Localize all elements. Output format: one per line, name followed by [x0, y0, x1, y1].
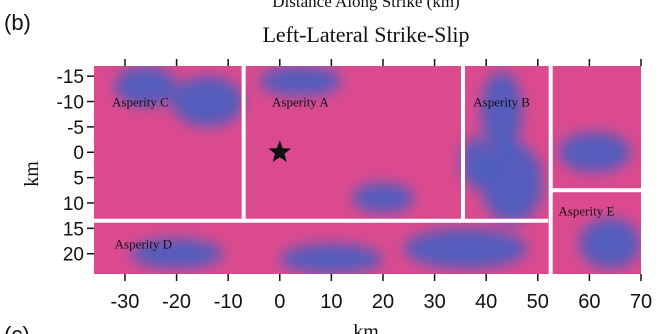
low-slip-patches [114, 66, 641, 274]
y-tick-label: -5 [67, 118, 84, 139]
low-slip-patch [481, 71, 523, 153]
low-slip-patch [403, 228, 528, 269]
x-tick-label: 10 [320, 291, 342, 313]
y-axis-label: km [21, 161, 43, 187]
x-axis-ticks: -30 -20 -10 0 10 20 30 40 50 60 70 [111, 59, 652, 313]
asperity-label: Asperity B [473, 95, 530, 110]
asperity-label: Asperity E [558, 204, 614, 219]
x-tick-label: 70 [630, 291, 652, 313]
x-tick-label: 50 [527, 291, 549, 313]
y-tick-label: 10 [63, 194, 84, 215]
y-tick-label: 5 [73, 169, 84, 190]
low-slip-patch [114, 66, 177, 107]
y-tick-label: 15 [63, 219, 84, 240]
panel-label: (b) [4, 10, 31, 35]
x-tick-label: 0 [274, 291, 285, 313]
x-tick-label: -10 [214, 291, 243, 313]
x-tick-label: 60 [578, 291, 600, 313]
y-tick-label: -15 [57, 67, 84, 88]
next-panel-label-partial: (c) [4, 322, 30, 334]
chart-title: Left-Lateral Strike-Slip [262, 22, 469, 47]
y-tick-label: -10 [57, 93, 84, 114]
low-slip-patch [460, 137, 492, 188]
x-tick-label: 30 [423, 291, 445, 313]
low-slip-patch [130, 238, 224, 269]
low-slip-patch [579, 218, 641, 269]
epicenter-star-icon [268, 140, 292, 162]
asperity-label: Asperity C [112, 95, 169, 110]
asperity-label: Asperity D [115, 237, 172, 252]
low-slip-patch [259, 66, 342, 97]
low-slip-patch [481, 142, 543, 224]
y-tick-label: 20 [63, 245, 84, 266]
low-slip-patch [279, 243, 383, 274]
x-tick-label: 40 [475, 291, 497, 313]
hypocenter-marker [268, 140, 292, 162]
header-partial: Distance Along Strike (km) [272, 0, 459, 11]
asperity-labels: Asperity C Asperity A Asperity B Asperity E… [112, 95, 614, 252]
x-axis-label: km [353, 321, 379, 334]
low-slip-patch [352, 182, 414, 214]
low-slip-patch [171, 76, 244, 127]
x-tick-label: 20 [372, 291, 394, 313]
asperity-dividers [94, 66, 641, 274]
x-tick-label: -20 [162, 291, 191, 313]
low-slip-patch [558, 131, 631, 173]
y-tick-label: 0 [73, 143, 84, 164]
asperity-label: Asperity A [272, 95, 329, 110]
y-axis-ticks: -15 -10 -5 0 5 10 15 20 [57, 67, 94, 266]
plot-area: Asperity C Asperity A Asperity B Asperity E… [94, 66, 641, 274]
x-tick-label: -30 [111, 291, 140, 313]
